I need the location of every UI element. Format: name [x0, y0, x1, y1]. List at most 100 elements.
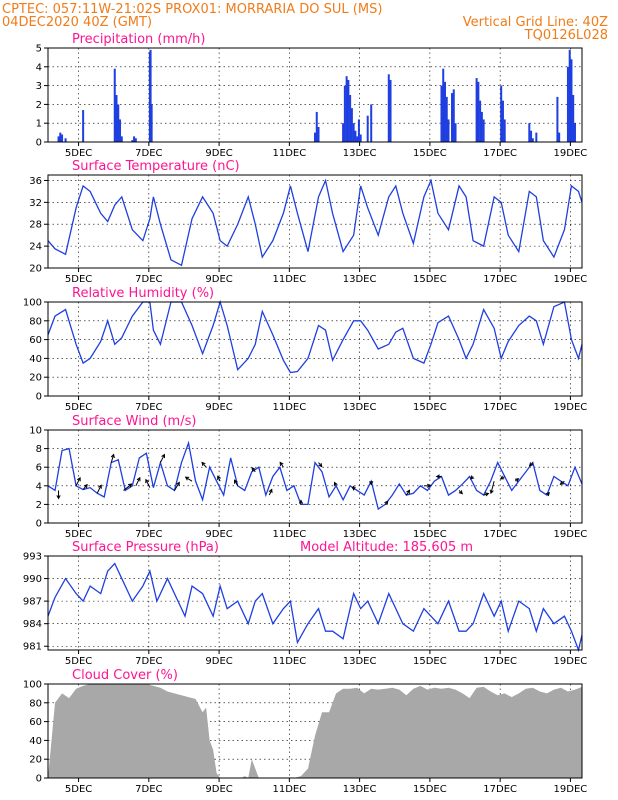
- wind-vector: [233, 479, 239, 487]
- x-tick-label: 15DEC: [413, 784, 447, 795]
- x-tick-label: 19DEC: [554, 529, 588, 540]
- wind-vector: [499, 475, 505, 480]
- wind-vector: [135, 476, 141, 487]
- precip-bar: [354, 130, 357, 142]
- precip-bar: [530, 130, 533, 142]
- precip-bar: [501, 100, 504, 142]
- x-tick-label: 11DEC: [272, 784, 306, 795]
- precip-bar: [452, 89, 455, 142]
- wind-vector: [96, 484, 102, 494]
- precip-bar: [117, 104, 120, 142]
- wind-vector: [405, 489, 411, 496]
- precip-bar: [120, 136, 123, 142]
- wind-vector: [145, 478, 151, 488]
- wind-vector: [174, 481, 180, 491]
- x-tick-label: 13DEC: [343, 529, 377, 540]
- x-tick-label: 19DEC: [554, 274, 588, 285]
- wind-vector: [201, 461, 207, 468]
- precip-bar: [352, 123, 355, 142]
- temperature-frame: [47, 174, 583, 269]
- precip-bar: [134, 138, 137, 142]
- x-tick-label: 9DEC: [205, 784, 232, 795]
- y-tick-label: 28: [29, 220, 42, 231]
- precip-bar: [150, 104, 153, 142]
- wind-vector: [333, 481, 338, 487]
- x-tick-label: 17DEC: [483, 274, 517, 285]
- header-date: 04DEC2020 40Z (GMT): [2, 15, 152, 30]
- x-tick-label: 15DEC: [413, 148, 447, 159]
- pressure-annotation: Model Altitude: 185.605 m: [300, 540, 473, 555]
- wind-vector: [545, 491, 551, 497]
- y-tick-label: 24: [29, 242, 42, 253]
- wind-vector: [268, 488, 273, 496]
- x-tick-label: 5DEC: [65, 148, 92, 159]
- precip-bar: [350, 108, 353, 142]
- precip-bar: [357, 119, 360, 142]
- x-tick-label: 9DEC: [205, 274, 232, 285]
- x-tick-label: 9DEC: [205, 148, 232, 159]
- precip-bar: [479, 100, 482, 142]
- x-tick-label: 9DEC: [205, 529, 232, 540]
- wind-vector: [217, 475, 221, 482]
- x-tick-label: 19DEC: [554, 656, 588, 667]
- humidity-panel: Relative Humidity (%) 0 20 40 60 80 100 5DEC 7DE…: [23, 286, 587, 413]
- precip-bar: [477, 81, 480, 142]
- wind-vector: [298, 499, 304, 505]
- y-tick-label: 60: [29, 335, 42, 346]
- x-tick-label: 13DEC: [343, 784, 377, 795]
- x-tick-label: 13DEC: [343, 656, 377, 667]
- precip-bar: [556, 96, 559, 142]
- x-tick-label: 9DEC: [205, 656, 232, 667]
- precip-bar: [345, 76, 348, 142]
- x-tick-label: 15DEC: [413, 402, 447, 413]
- x-tick-label: 15DEC: [413, 529, 447, 540]
- precip-bar: [359, 134, 362, 142]
- wind-vector: [489, 481, 495, 495]
- y-tick-label: 40: [29, 736, 42, 747]
- precip-bar: [447, 119, 450, 142]
- wind-line: [47, 440, 583, 511]
- precip-bar: [442, 68, 445, 142]
- y-tick-label: 4: [36, 62, 42, 73]
- precip-bar: [451, 93, 454, 142]
- precip-bar: [356, 136, 359, 142]
- x-tick-label: 15DEC: [413, 274, 447, 285]
- precip-bar: [503, 119, 506, 142]
- x-tick-label: 9DEC: [205, 402, 232, 413]
- wind-vector: [528, 462, 534, 467]
- precip-bar: [115, 95, 118, 142]
- x-tick-label: 11DEC: [272, 402, 306, 413]
- cloud-area: [48, 684, 582, 778]
- x-tick-label: 5DEC: [65, 274, 92, 285]
- y-tick-label: 984: [23, 619, 42, 630]
- y-tick-label: 990: [23, 574, 42, 585]
- precip-bar: [558, 132, 561, 142]
- pressure-title: Surface Pressure (hPa): [72, 540, 219, 555]
- y-tick-label: 0: [36, 519, 42, 530]
- x-tick-label: 5DEC: [65, 402, 92, 413]
- y-tick-label: 0: [36, 392, 42, 403]
- y-tick-label: 981: [23, 642, 42, 653]
- precip-bar: [314, 132, 316, 142]
- x-tick-label: 17DEC: [483, 784, 517, 795]
- y-tick-label: 20: [29, 373, 42, 384]
- wind-vector: [123, 483, 133, 491]
- y-tick-label: 20: [29, 755, 42, 766]
- wind-vector: [279, 461, 284, 468]
- precip-bar: [347, 79, 350, 142]
- x-tick-label: 7DEC: [135, 784, 162, 795]
- precipitation-title: Precipitation (mm/h): [72, 32, 205, 47]
- wind-vector: [82, 483, 88, 490]
- precip-bar: [57, 136, 60, 142]
- wind-vector: [435, 474, 442, 479]
- x-tick-label: 5DEC: [65, 656, 92, 667]
- header-grid-note: Vertical Grid Line: 40Z: [463, 15, 608, 30]
- precip-bar: [570, 59, 573, 142]
- precip-bar: [131, 140, 134, 142]
- wind-vector: [483, 492, 490, 497]
- wind-vector: [384, 500, 389, 505]
- cloud-frame: [47, 683, 583, 779]
- x-tick-label: 19DEC: [554, 784, 588, 795]
- precip-bar: [387, 74, 390, 142]
- wind-vector: [369, 481, 374, 486]
